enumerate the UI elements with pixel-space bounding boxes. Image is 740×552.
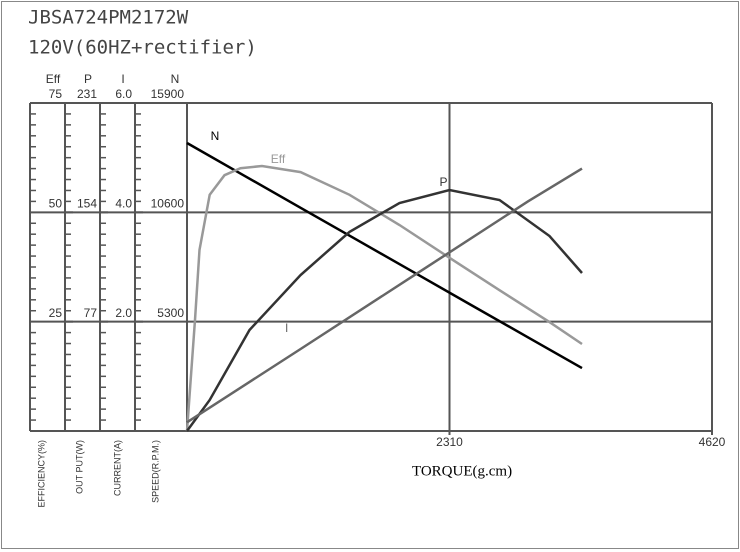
- series-label: P: [439, 175, 447, 189]
- x-tick-label: 4620: [699, 435, 726, 449]
- axis-label: CURRENT(A): [112, 440, 122, 496]
- series-line: [186, 141, 583, 370]
- axis-name: Eff: [46, 72, 61, 86]
- y-tick-label: 15900: [151, 87, 185, 101]
- y-tick-label: 4.0: [115, 197, 132, 211]
- series-line: [185, 164, 583, 432]
- axis-label: SPEED(R.P.M.): [150, 440, 160, 503]
- series-line: [185, 188, 583, 432]
- y-tick-label: 77: [84, 306, 98, 320]
- x-tick-label: 2310: [436, 435, 463, 449]
- y-tick-label: 2.0: [115, 306, 132, 320]
- chart-subtitle: 120V(60HZ+rectifier): [28, 37, 257, 59]
- axis-label: OUT PUT(W): [74, 440, 84, 494]
- y-tick-label: 50: [49, 197, 63, 211]
- series-line: [186, 167, 583, 424]
- axis-name: P: [84, 72, 92, 86]
- y-tick-label: 6.0: [115, 87, 132, 101]
- y-tick-label: 75: [49, 87, 63, 101]
- axis-name: N: [171, 72, 180, 86]
- y-tick-label: 10600: [151, 197, 185, 211]
- chart-title: JBSA724PM2172W: [28, 7, 189, 29]
- axis-label: EFFICIENCY(%): [36, 440, 46, 508]
- y-tick-label: 25: [49, 306, 63, 320]
- y-tick-label: 5300: [157, 306, 184, 320]
- y-tick-label: 231: [77, 87, 97, 101]
- series-label: N: [211, 129, 220, 143]
- y-tick-label: 154: [77, 197, 97, 211]
- series-label: I: [285, 321, 288, 335]
- x-axis-label: TORQUE(g.cm): [412, 463, 512, 479]
- series-label: Eff: [271, 152, 286, 166]
- axis-name: I: [121, 72, 124, 86]
